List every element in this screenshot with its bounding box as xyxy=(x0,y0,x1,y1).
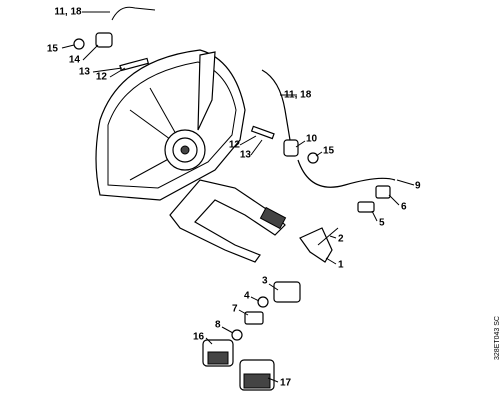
callout: 16 xyxy=(193,332,205,343)
guard-arm xyxy=(197,51,216,131)
fitting-5 xyxy=(357,201,375,213)
coupling-16-ring xyxy=(207,351,229,365)
oring-4 xyxy=(257,296,269,308)
leader xyxy=(371,210,378,222)
callout: 13 xyxy=(240,150,252,161)
callout: 15 xyxy=(47,44,59,55)
leader xyxy=(109,67,126,78)
hose-long xyxy=(297,159,396,188)
leader xyxy=(250,296,260,302)
fitting-3 xyxy=(273,281,301,303)
callout: 13 xyxy=(79,67,91,78)
leader xyxy=(325,257,337,265)
leader xyxy=(221,326,234,334)
handle-grip xyxy=(259,206,287,230)
leader xyxy=(61,44,75,49)
callout: 12 xyxy=(229,140,241,151)
bracket-1 xyxy=(299,227,333,263)
callout: 2 xyxy=(338,234,344,245)
callout: 15 xyxy=(323,146,335,157)
drawing-code: 328ET043 SC xyxy=(494,316,501,360)
callout: 12 xyxy=(96,72,108,83)
leader xyxy=(239,135,257,146)
pulley-center xyxy=(180,145,190,155)
fitting-14 xyxy=(95,32,113,48)
leader xyxy=(267,377,279,383)
callout: 9 xyxy=(415,181,421,192)
fitting-6 xyxy=(375,185,391,199)
callout: 7 xyxy=(232,304,238,315)
callout: 11, 18 xyxy=(54,7,82,18)
callout: 6 xyxy=(401,202,407,213)
leader xyxy=(329,235,337,239)
guard-inner xyxy=(107,61,237,189)
callout: 14 xyxy=(69,55,81,66)
callout: 1 xyxy=(338,260,344,271)
hose-mid xyxy=(261,69,291,141)
fitting-10 xyxy=(283,139,299,157)
leader xyxy=(295,140,306,148)
leader xyxy=(205,337,213,345)
callout: 8 xyxy=(215,320,221,331)
oring-8 xyxy=(231,329,243,341)
callout: 10 xyxy=(306,134,318,145)
leader xyxy=(268,283,279,291)
callouts: 11, 18 15 14 13 12 11, 18 10 12 13 15 9 … xyxy=(47,7,501,389)
nut-15b xyxy=(307,152,319,164)
leader xyxy=(238,309,249,316)
clamp-2 xyxy=(317,227,339,246)
callout: 5 xyxy=(379,218,385,229)
callout: 3 xyxy=(262,276,268,287)
coupling-17-ring xyxy=(243,373,271,389)
leader xyxy=(315,151,323,157)
callout: 11, 18 xyxy=(284,90,312,101)
nut-15 xyxy=(73,38,85,50)
leader xyxy=(396,179,415,186)
nipple-7 xyxy=(244,311,264,325)
drawing xyxy=(61,6,415,391)
leader xyxy=(82,44,99,61)
handle xyxy=(169,179,286,263)
callout: 4 xyxy=(244,291,250,302)
leader xyxy=(92,67,123,73)
leader xyxy=(250,139,263,156)
leader xyxy=(388,194,400,206)
screw-12b xyxy=(250,125,275,140)
callout: 17 xyxy=(280,378,292,389)
hose-top xyxy=(111,6,156,21)
